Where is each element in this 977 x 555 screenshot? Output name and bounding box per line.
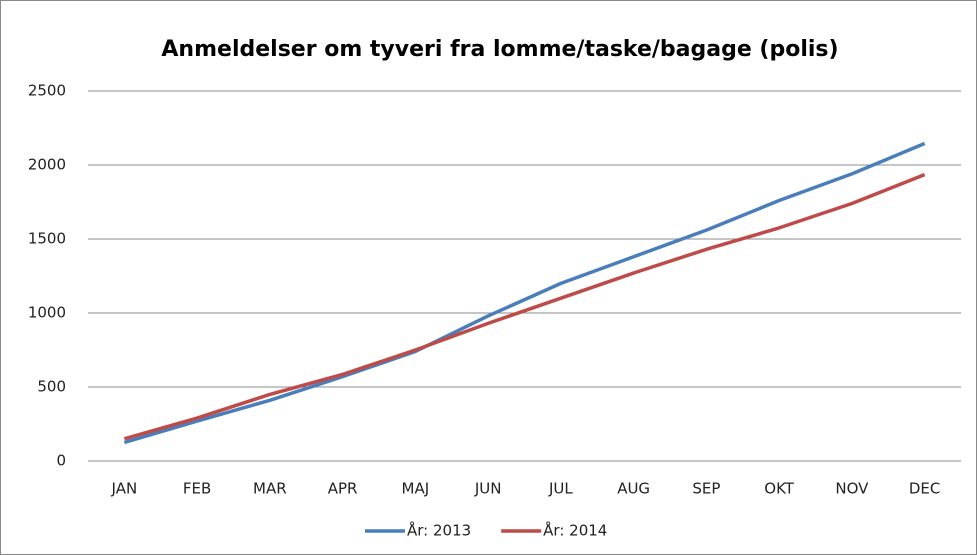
y-tick-label: 0 xyxy=(56,452,66,470)
chart-title: Anmeldelser om tyveri fra lomme/taske/ba… xyxy=(161,37,838,62)
x-tick-label: APR xyxy=(328,480,358,498)
x-tick-label: MAR xyxy=(253,480,287,498)
x-tick-label: JUL xyxy=(548,480,573,498)
x-tick-label: JAN xyxy=(111,480,138,498)
x-tick-label: NOV xyxy=(835,480,869,498)
y-tick-label: 2500 xyxy=(28,82,66,100)
series-line xyxy=(123,141,926,445)
x-tick-label: DEC xyxy=(909,480,941,498)
x-tick-label: FEB xyxy=(183,480,211,498)
y-tick-label: 1000 xyxy=(28,304,66,322)
series-line xyxy=(123,172,926,441)
y-tick-label: 2000 xyxy=(28,156,66,174)
x-tick-label: MAJ xyxy=(402,480,430,498)
x-tick-label: OKT xyxy=(764,480,794,498)
x-tick-label: JUN xyxy=(474,480,502,498)
legend-label: År: 2014 xyxy=(543,521,607,540)
x-tick-label: AUG xyxy=(617,480,650,498)
legend-label: År: 2013 xyxy=(407,521,471,540)
y-tick-label: 500 xyxy=(37,378,66,396)
x-tick-label: SEP xyxy=(692,480,720,498)
y-tick-label: 1500 xyxy=(28,230,66,248)
